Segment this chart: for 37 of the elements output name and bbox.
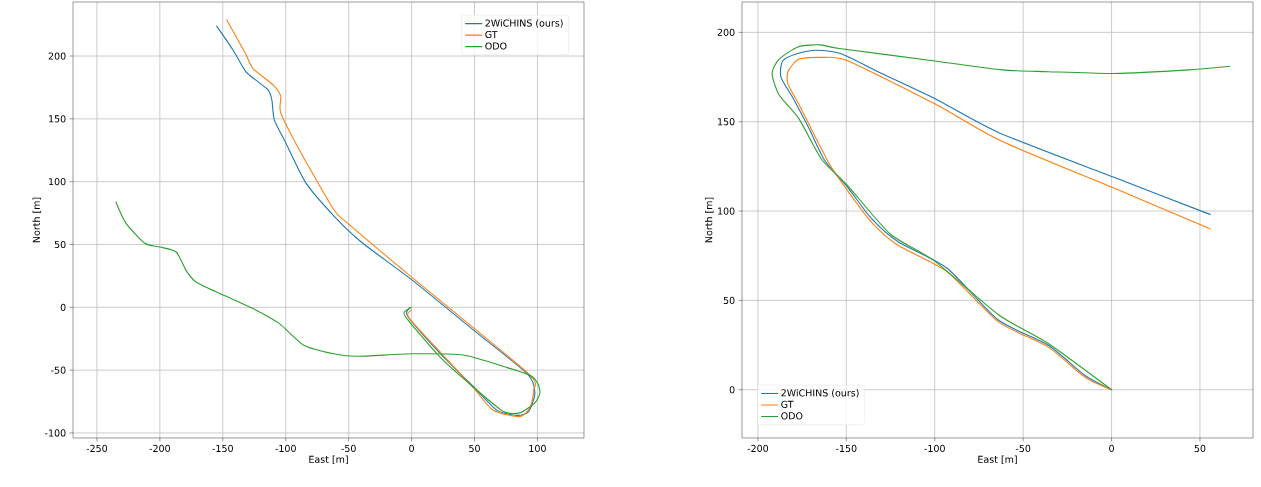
x-tick-label: 50: [469, 444, 480, 453]
y-tick-label: -50: [51, 366, 66, 374]
x-tick-label: -200: [149, 444, 170, 453]
y-tick-label: 100: [49, 178, 66, 186]
x-axis-title: East [m]: [978, 455, 1017, 465]
legend-label: ODO: [485, 42, 507, 50]
x-tick-label: 50: [1194, 444, 1206, 453]
x-tick-label: 0: [1109, 444, 1114, 453]
x-tick-label: 100: [529, 444, 546, 453]
y-tick-label: 50: [723, 296, 735, 304]
x-tick-label: -100: [275, 444, 296, 453]
y-tick-label: 200: [48, 52, 66, 60]
x-tick-label: 0: [409, 444, 414, 453]
legend-label: 2WiCHINS (ours): [781, 389, 859, 398]
y-tick-label: 0: [729, 386, 735, 394]
legend-label: GT: [485, 30, 498, 39]
legend-label: GT: [781, 400, 794, 408]
y-tick-label: 0: [60, 303, 66, 311]
y-tick-label: 150: [718, 118, 735, 126]
y-axis-title: North [m]: [32, 197, 42, 243]
x-tick-label: -150: [836, 444, 857, 453]
x-tick-label: -150: [212, 444, 233, 453]
y-axis-title: North [m]: [705, 197, 714, 243]
x-tick-label: -250: [86, 444, 108, 453]
x-axis-title: East [m]: [309, 455, 348, 465]
y-tick-label: 50: [54, 240, 66, 249]
x-tick-label: -50: [1015, 444, 1031, 453]
legend-label: 2WiCHINS (ours): [485, 19, 563, 28]
y-tick-label: 150: [49, 115, 66, 123]
y-tick-label: 200: [717, 28, 735, 36]
line-series: [115, 201, 541, 415]
x-tick-label: -200: [747, 444, 769, 453]
legend-label: ODO: [781, 412, 803, 420]
x-tick-label: -50: [341, 444, 356, 453]
x-tick-label: -100: [924, 444, 945, 453]
y-tick-label: -100: [45, 429, 66, 437]
y-tick-label: 100: [718, 207, 735, 215]
